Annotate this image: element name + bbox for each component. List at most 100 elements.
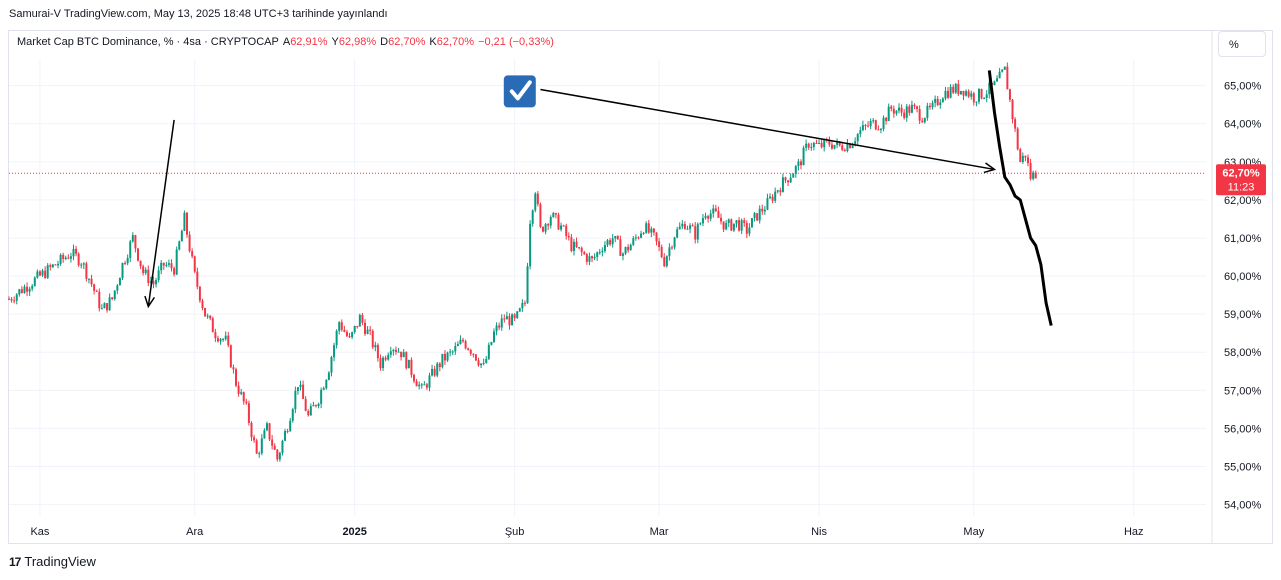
annotation-arrow-line [147, 119, 175, 307]
candle-body [836, 141, 839, 145]
candle-body [957, 83, 960, 95]
candle-body [851, 144, 854, 149]
candle-body [557, 214, 560, 230]
candle-body [33, 277, 36, 286]
candle-body [320, 389, 323, 404]
candle-body [118, 278, 121, 286]
candle-body [477, 360, 480, 366]
candle-body [124, 262, 127, 264]
x-tick-label: Şub [505, 526, 525, 538]
chart-frame [8, 30, 1273, 544]
candle-body [624, 246, 627, 254]
candle-body [619, 239, 622, 256]
x-tick-label: Kas [30, 526, 49, 538]
candle-body [1029, 163, 1032, 179]
candle-body [198, 286, 201, 301]
candle-body [670, 247, 673, 249]
price-badge-countdown: 11:23 [1228, 181, 1255, 193]
candle-body [443, 353, 446, 361]
candle-body [634, 237, 637, 239]
candle-body [265, 423, 268, 431]
candle-body [351, 332, 354, 338]
x-tick-label: Nis [811, 526, 827, 538]
candle-body [10, 299, 13, 301]
candle-body [895, 110, 898, 114]
candle-body [397, 351, 400, 353]
candle-body [1011, 99, 1014, 120]
candle-body [278, 452, 281, 460]
candle-body [113, 290, 116, 300]
candle-body [41, 270, 44, 276]
candle-body [268, 423, 271, 440]
candle-body [918, 109, 921, 121]
y-tick-label: 59,00% [1224, 309, 1262, 321]
x-tick-label: Haz [1124, 526, 1144, 538]
brand-label[interactable]: TradingView [24, 554, 96, 569]
candle-body [85, 263, 88, 279]
candle-body [797, 161, 800, 167]
candle-body [216, 338, 219, 342]
candle-body [962, 90, 965, 96]
candle-body [965, 91, 968, 96]
y-tick-label: 56,00% [1224, 423, 1262, 435]
annotation-arrow-line [540, 88, 995, 171]
checkmark-box-icon [503, 75, 536, 108]
candle-body [985, 94, 988, 98]
candle-body [621, 253, 624, 256]
candle-body [717, 211, 720, 218]
candle-body [98, 291, 101, 309]
candle-body [820, 142, 823, 148]
x-tick-label: May [963, 526, 984, 538]
candle-body [204, 307, 207, 317]
candle-body [709, 213, 712, 219]
candle-body [539, 204, 542, 227]
annotation-arrow-head [144, 295, 156, 309]
candle-body [712, 208, 715, 214]
price-badge-value: 62,70% [1222, 167, 1260, 179]
candle-body [818, 142, 821, 144]
candle-body [139, 260, 142, 267]
symbol-label[interactable]: Market Cap BTC Dominance, % · 4sa · CRYP… [17, 36, 279, 48]
candle-body [531, 210, 534, 224]
candle-body [735, 220, 738, 224]
candle-body [972, 93, 975, 103]
candle-body [142, 266, 145, 274]
candle-body [26, 286, 29, 292]
candle-body [616, 236, 619, 240]
candle-body [276, 449, 279, 460]
x-tick-label: Mar [650, 526, 669, 538]
candle-body [487, 344, 490, 359]
candle-body [31, 285, 34, 289]
candle-body [926, 105, 929, 118]
candle-body [64, 257, 67, 259]
candle-body [910, 104, 913, 113]
candle-body [271, 439, 274, 446]
candle-body [193, 256, 196, 272]
candle-body [211, 318, 214, 333]
candle-body [683, 223, 686, 230]
candle-body [756, 213, 759, 221]
candle-body [601, 250, 604, 253]
candle-body [977, 88, 980, 102]
candle-body [209, 315, 212, 319]
candle-body [160, 262, 163, 271]
percent-scale-button[interactable]: % [1218, 31, 1266, 57]
candle-body [273, 445, 276, 450]
candle-body [186, 212, 189, 235]
candle-body [763, 209, 766, 212]
candle-body [296, 387, 299, 391]
candle-body [652, 228, 655, 233]
candle-body [459, 339, 462, 345]
candle-body [433, 368, 436, 376]
candle-body [77, 253, 80, 266]
candle-body [970, 93, 973, 97]
candle-body [583, 252, 586, 255]
candle-body [722, 221, 725, 230]
candle-body [554, 213, 557, 215]
candle-body [980, 88, 983, 99]
y-tick-label: 58,00% [1224, 347, 1262, 359]
candle-body [947, 90, 950, 98]
ohlc-change: −0,21 (−0,33%) [478, 36, 554, 48]
candle-body [15, 294, 18, 301]
